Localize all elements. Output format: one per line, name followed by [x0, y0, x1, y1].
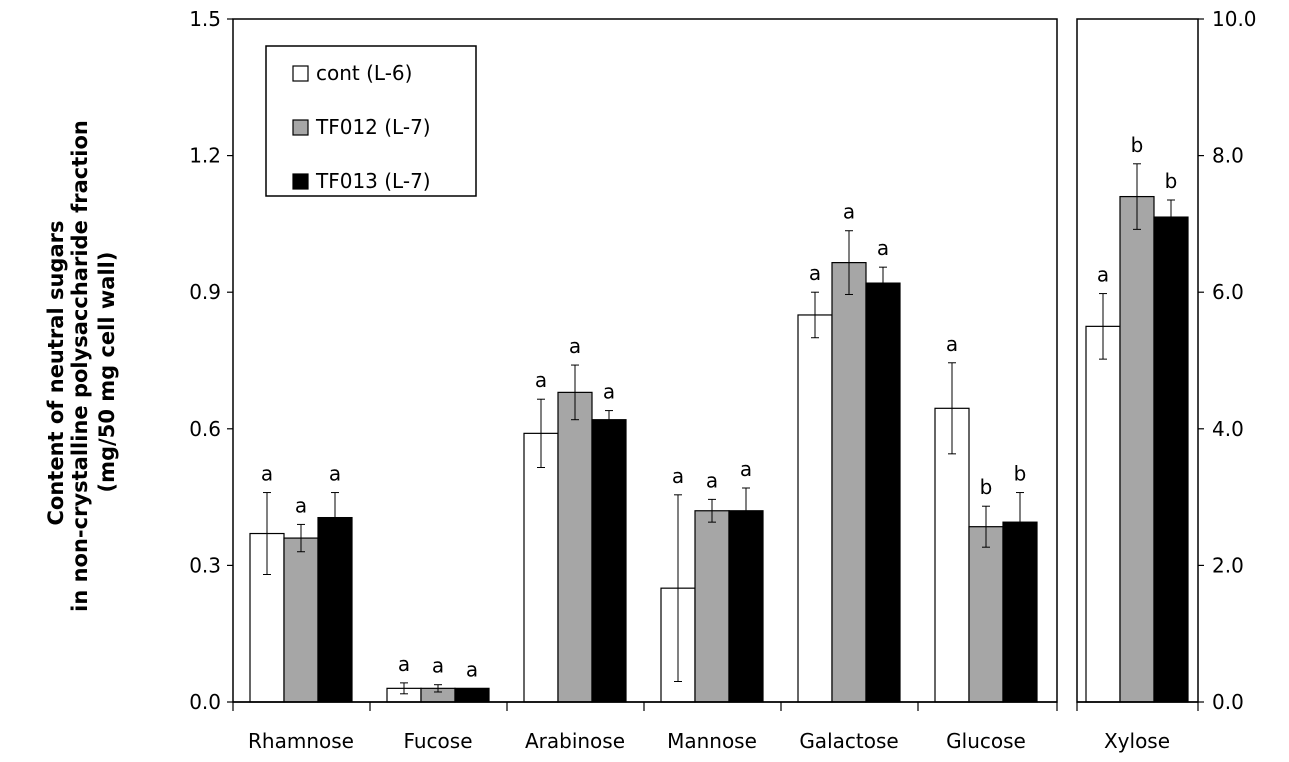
- bar-rhamnose-2: [283, 537, 319, 703]
- significance-letter: a: [706, 468, 718, 492]
- x-tick-label-xylose: Xylose: [1104, 729, 1170, 753]
- legend-swatch-1: [292, 65, 309, 82]
- y2-tick-label: 6.0: [1212, 280, 1244, 304]
- y2-tick-label: 10.0: [1212, 7, 1257, 31]
- y-axis-label-line-2: in non-crystalline polysaccharide fracti…: [68, 120, 92, 612]
- legend-label-2: TF012 (L-7): [315, 115, 431, 139]
- y-tick-label: 0.3: [189, 553, 221, 577]
- legend-swatch-3: [292, 173, 309, 190]
- significance-letter: b: [1165, 169, 1178, 193]
- y2-tick-label: 4.0: [1212, 417, 1244, 441]
- significance-letter: a: [1097, 263, 1109, 287]
- significance-letter: a: [809, 261, 821, 285]
- significance-letter: a: [535, 368, 547, 392]
- bar-rhamnose-3: [317, 516, 353, 703]
- x-tick-label-arabinose: Arabinose: [525, 729, 625, 753]
- significance-letter: a: [329, 462, 341, 486]
- significance-letter: b: [1014, 462, 1027, 486]
- bar-mannose-3: [728, 510, 764, 703]
- y-tick-label: 1.2: [189, 144, 221, 168]
- significance-letter: a: [843, 200, 855, 224]
- significance-letter: a: [398, 652, 410, 676]
- significance-letter: a: [261, 462, 273, 486]
- x-tick-label-glucose: Glucose: [946, 729, 1026, 753]
- legend-swatch-2: [292, 119, 309, 136]
- y-tick-label: 0.0: [189, 690, 221, 714]
- x-tick-label-fucose: Fucose: [403, 729, 472, 753]
- bar-xylose-3: [1153, 216, 1189, 703]
- significance-letter: a: [946, 332, 958, 356]
- significance-letter: a: [877, 236, 889, 260]
- y2-tick-label: 2.0: [1212, 553, 1244, 577]
- significance-letter: a: [466, 657, 478, 681]
- bar-arabinose-1: [523, 432, 559, 703]
- significance-letter: a: [432, 654, 444, 678]
- y-tick-label: 0.6: [189, 417, 221, 441]
- bar-xylose-2: [1119, 195, 1155, 703]
- significance-letter: a: [569, 334, 581, 358]
- significance-letter: a: [603, 380, 615, 404]
- bar-arabinose-3: [591, 419, 627, 703]
- bar-mannose-2: [694, 510, 730, 703]
- bar-fucose-3: [454, 687, 490, 703]
- bar-glucose-2: [968, 526, 1004, 703]
- significance-letter: a: [672, 464, 684, 488]
- bar-galactose-2: [831, 262, 867, 703]
- x-tick-label-rhamnose: Rhamnose: [248, 729, 354, 753]
- bar-galactose-3: [865, 282, 901, 703]
- bar-xylose-1: [1085, 325, 1121, 703]
- y-tick-label: 0.9: [189, 280, 221, 304]
- x-tick-label-galactose: Galactose: [799, 729, 898, 753]
- y-axis-label-line-1: Content of neutral sugars: [44, 220, 68, 526]
- legend-label-3: TF013 (L-7): [315, 169, 431, 193]
- significance-letter: b: [980, 475, 993, 499]
- y2-tick-label: 8.0: [1212, 144, 1244, 168]
- legend-label-1: cont (L-6): [316, 61, 412, 85]
- y-axis-label-line-3: (mg/50 mg cell wall): [95, 251, 119, 493]
- y2-tick-label: 0.0: [1212, 690, 1244, 714]
- bar-arabinose-2: [557, 391, 593, 703]
- significance-letter: b: [1131, 133, 1144, 157]
- significance-letter: a: [295, 493, 307, 517]
- bar-galactose-1: [797, 314, 833, 703]
- y-tick-label: 1.5: [189, 7, 221, 31]
- significance-letter: a: [740, 457, 752, 481]
- x-tick-label-mannose: Mannose: [667, 729, 757, 753]
